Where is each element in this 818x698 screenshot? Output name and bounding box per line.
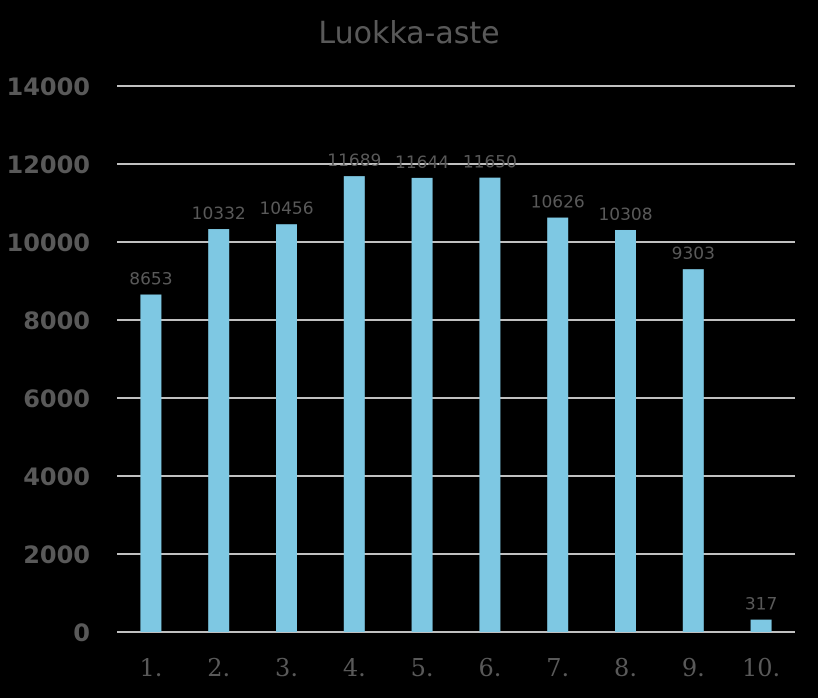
bar-9: [682, 269, 704, 632]
x-axis-ticks: 1. 2. 3. 4. 5. 6. 7. 8. 9. 10.: [139, 654, 780, 682]
bars: [140, 176, 772, 632]
y-tick-label: 14000: [7, 73, 91, 101]
data-label: 10456: [259, 199, 313, 219]
data-label: 8653: [129, 270, 172, 290]
y-tick-label: 2000: [23, 541, 90, 569]
x-tick-label: 1.: [139, 654, 162, 682]
data-label: 11650: [463, 153, 517, 173]
data-label: 10332: [192, 204, 246, 224]
data-label: 10626: [531, 193, 585, 213]
data-label: 9303: [672, 244, 715, 264]
y-tick-label: 6000: [23, 385, 90, 413]
y-tick-label: 4000: [23, 463, 90, 491]
y-tick-label: 12000: [7, 151, 91, 179]
x-tick-label: 2.: [207, 654, 230, 682]
bar-1: [140, 294, 162, 632]
data-labels: 8653 10332 10456 11689 11644 11650 10626 10308 9…: [129, 151, 777, 615]
gridlines: [117, 85, 795, 633]
x-tick-label: 4.: [343, 654, 366, 682]
chart-title: Luokka-aste: [318, 16, 500, 51]
bar-6: [479, 177, 501, 632]
data-label: 11689: [327, 151, 381, 171]
bar-10: [750, 619, 772, 632]
y-tick-label: 8000: [23, 307, 90, 335]
x-tick-label: 6.: [478, 654, 501, 682]
data-label: 11644: [395, 153, 449, 173]
bar-2: [208, 229, 230, 632]
data-label: 317: [745, 595, 777, 615]
x-tick-label: 7.: [546, 654, 569, 682]
y-axis-ticks: 0 2000 4000 6000 8000 10000 12000 14000: [7, 73, 91, 647]
x-tick-label: 5.: [411, 654, 434, 682]
y-tick-label: 10000: [7, 229, 91, 257]
x-tick-label: 3.: [275, 654, 298, 682]
x-tick-label: 8.: [614, 654, 637, 682]
x-tick-label: 9.: [682, 654, 705, 682]
y-tick-label: 0: [73, 619, 90, 647]
bar-7: [547, 217, 569, 632]
bar-8: [615, 229, 636, 632]
x-tick-label: 10.: [742, 654, 780, 682]
bar-5: [411, 177, 433, 632]
bar-4: [343, 176, 365, 632]
data-label: 10308: [598, 205, 652, 225]
bar-3: [276, 224, 297, 632]
